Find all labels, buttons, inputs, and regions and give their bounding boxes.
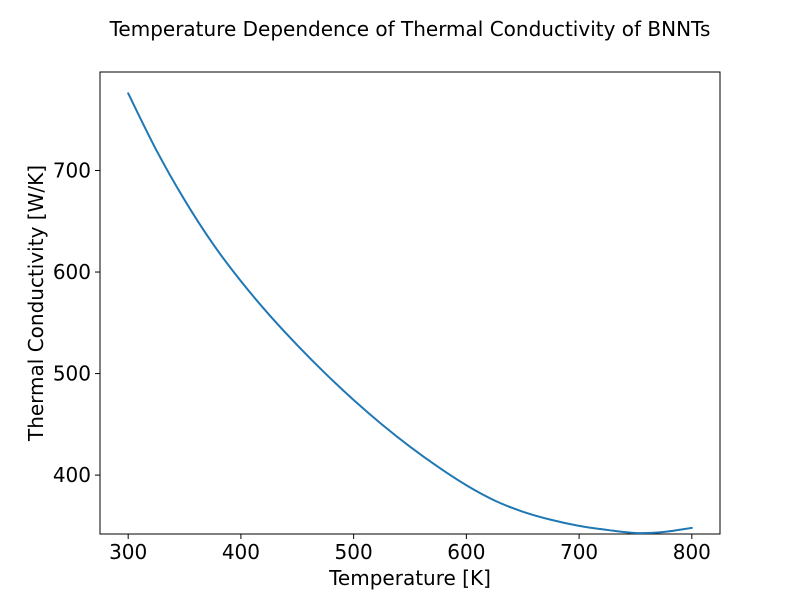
plot-area-frame bbox=[99, 71, 721, 535]
series-line-0 bbox=[127, 92, 693, 535]
y-tick-label: 500 bbox=[53, 362, 91, 386]
x-tick-label: 700 bbox=[560, 540, 598, 564]
x-tick-label: 600 bbox=[447, 540, 485, 564]
x-tick-label: 400 bbox=[222, 540, 260, 564]
x-tick-label: 500 bbox=[335, 540, 373, 564]
x-tick-label: 800 bbox=[673, 540, 711, 564]
y-tick-label: 700 bbox=[53, 158, 91, 182]
y-tick-label: 600 bbox=[53, 260, 91, 284]
x-axis-label: Temperature [K] bbox=[328, 566, 491, 590]
x-axis: 300 400 500 600 700 800 bbox=[109, 534, 711, 564]
y-axis-label: Thermal Conductivity [W/K] bbox=[24, 165, 48, 442]
chart-title: Temperature Dependence of Thermal Conduc… bbox=[109, 17, 711, 41]
x-tick-label: 300 bbox=[109, 540, 147, 564]
series-layer bbox=[127, 92, 693, 535]
y-axis: 400 500 600 700 bbox=[53, 158, 100, 487]
y-tick-label: 400 bbox=[53, 463, 91, 487]
